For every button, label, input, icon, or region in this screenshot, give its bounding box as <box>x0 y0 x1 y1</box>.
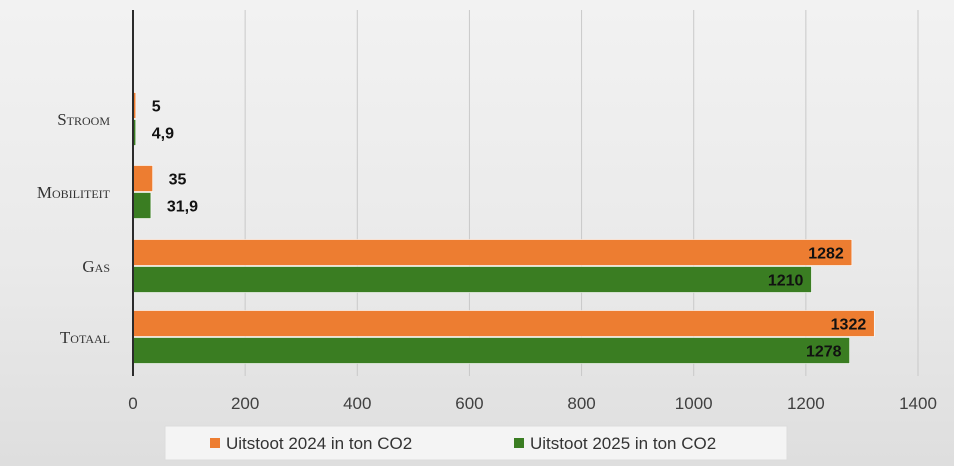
data-label: 5 <box>152 99 161 116</box>
data-label: 1282 <box>808 246 844 263</box>
bar-2025-gas <box>132 266 812 293</box>
tick-label: 1000 <box>675 394 713 413</box>
category-label: Mobiliteit <box>37 183 111 202</box>
data-label: 4,9 <box>152 126 174 143</box>
data-label: 1278 <box>806 344 842 361</box>
category-label: Stroom <box>57 110 110 129</box>
bars <box>132 92 875 364</box>
bar-2025-mobiliteit <box>132 192 152 219</box>
category-label: Gas <box>82 257 110 276</box>
bar-2024-mobiliteit <box>132 165 153 192</box>
value-axis-ticks: 0 200 400 600 800 1000 1200 1400 <box>128 394 937 413</box>
legend-swatch <box>514 438 524 448</box>
category-labels: Stroom Mobiliteit Gas Totaal <box>37 110 111 347</box>
legend-box <box>164 425 788 461</box>
tick-label: 0 <box>128 394 137 413</box>
category-label: Totaal <box>60 328 110 347</box>
data-label: 1322 <box>831 317 867 334</box>
tick-label: 1200 <box>787 394 825 413</box>
data-label: 1210 <box>768 273 804 290</box>
tick-label: 400 <box>343 394 371 413</box>
gridlines <box>244 10 919 376</box>
data-label: 35 <box>169 172 187 189</box>
tick-label: 600 <box>455 394 483 413</box>
tick-label: 200 <box>231 394 259 413</box>
bar-2024-totaal <box>132 310 875 337</box>
data-label: 31,9 <box>167 199 198 216</box>
legend: Uitstoot 2024 in ton CO2 Uitstoot 2025 in… <box>164 425 788 461</box>
bar-2024-gas <box>132 239 853 266</box>
legend-label: Uitstoot 2025 in ton CO2 <box>530 434 716 453</box>
legend-swatch <box>210 438 220 448</box>
bar-2025-totaal <box>132 337 850 364</box>
tick-label: 1400 <box>899 394 937 413</box>
legend-label: Uitstoot 2024 in ton CO2 <box>226 434 412 453</box>
tick-label: 800 <box>567 394 595 413</box>
